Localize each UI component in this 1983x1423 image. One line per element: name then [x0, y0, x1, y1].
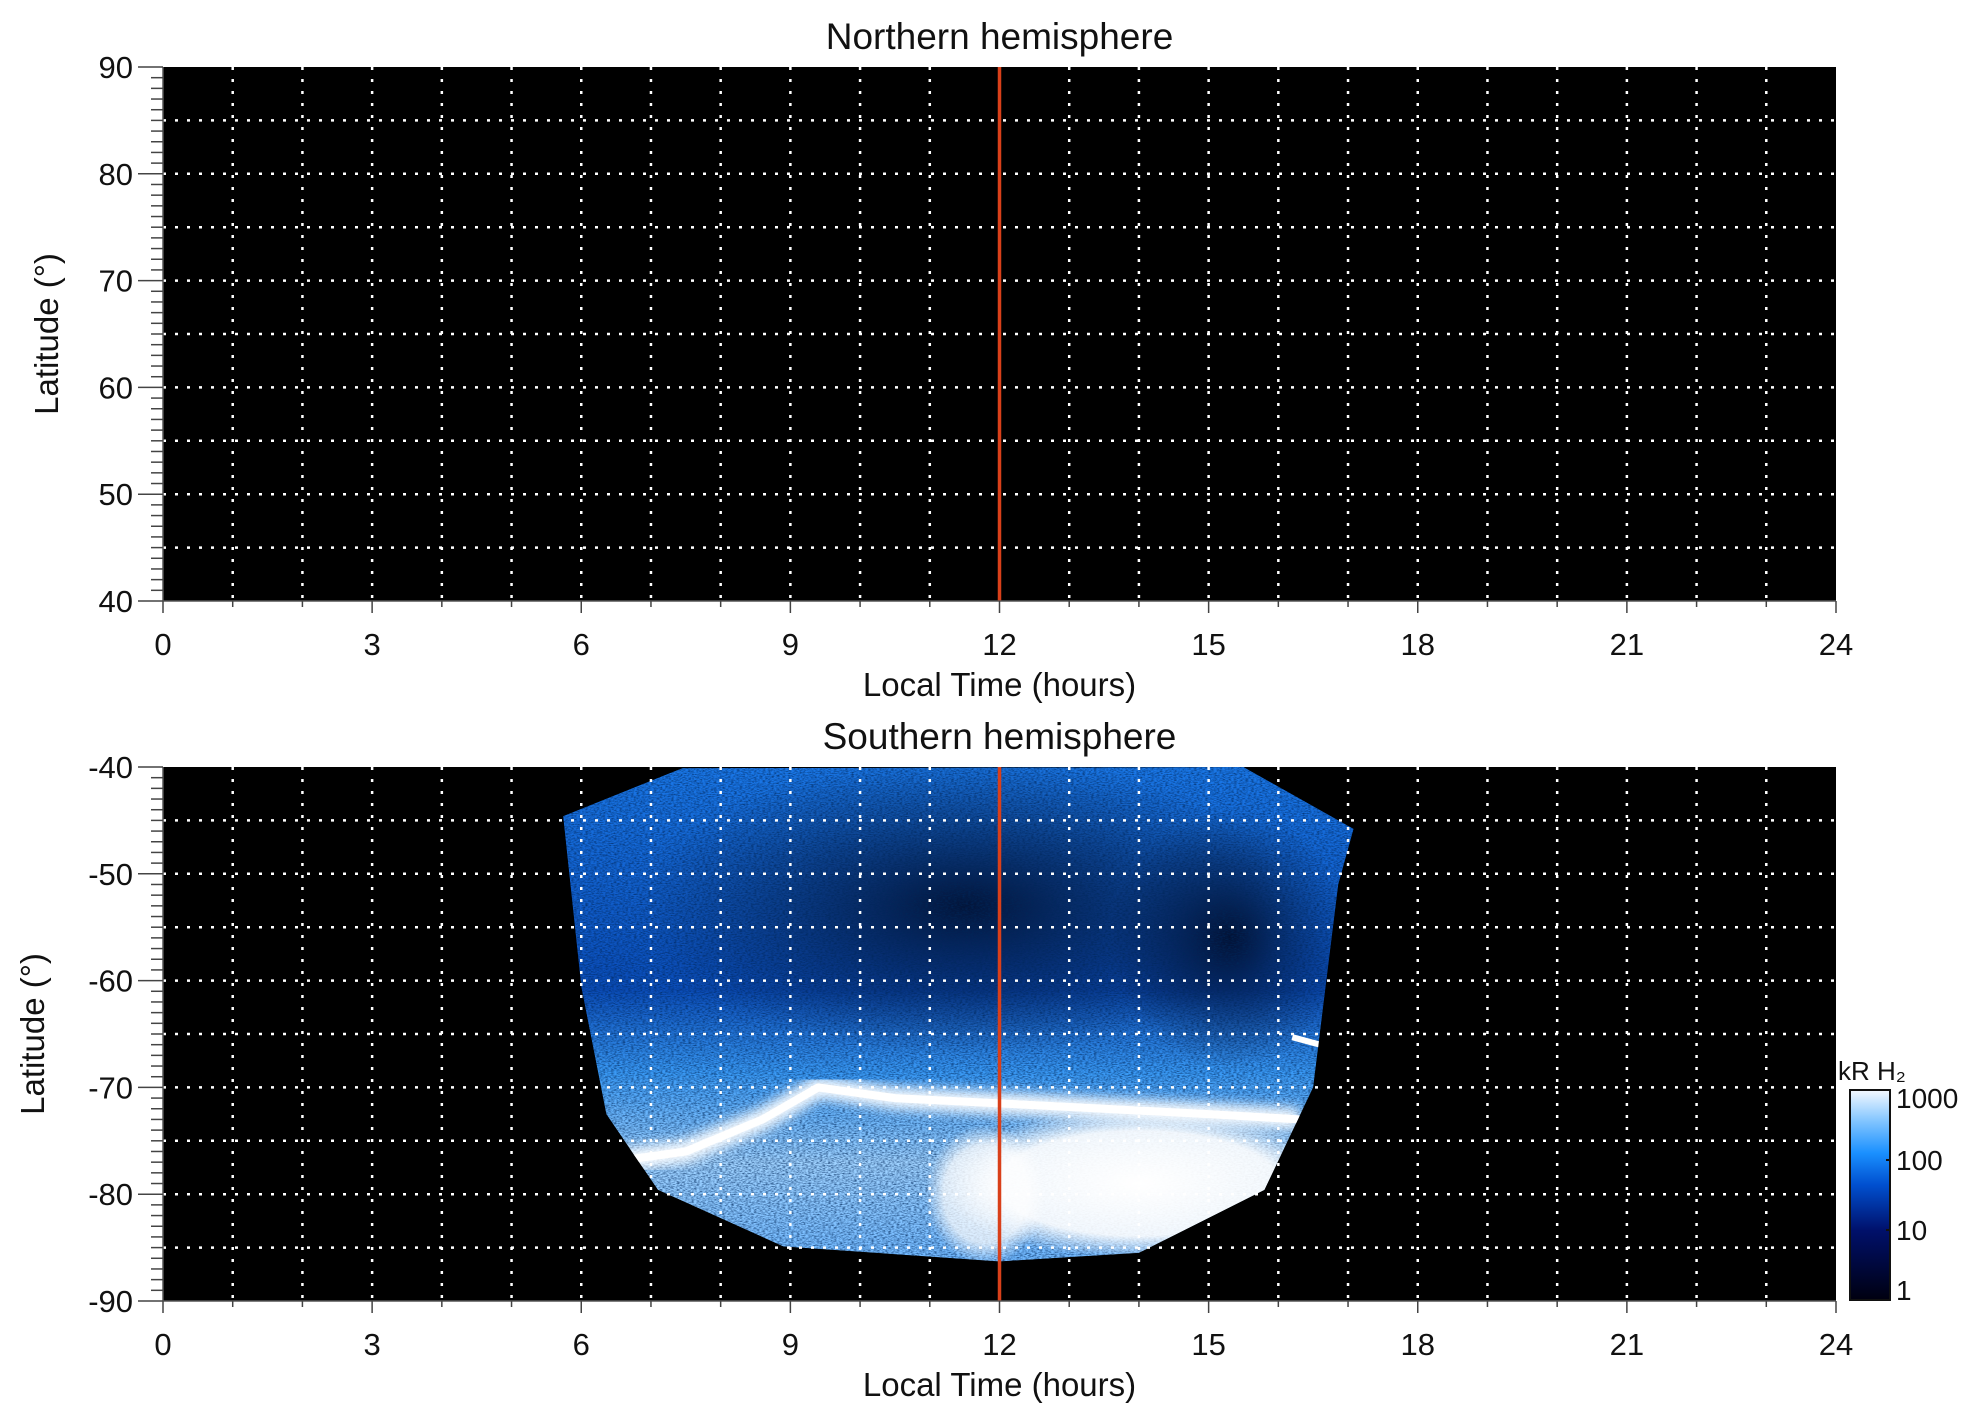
- x-tick-label: 24: [1819, 627, 1853, 662]
- panel-title: Southern hemisphere: [823, 716, 1177, 757]
- x-tick-label: 9: [782, 627, 799, 662]
- x-tick-label: 21: [1610, 1327, 1644, 1362]
- x-tick-label: 12: [982, 1327, 1016, 1362]
- y-tick-label: -90: [88, 1284, 133, 1319]
- x-tick-label: 6: [573, 627, 590, 662]
- x-tick-label: 15: [1191, 1327, 1225, 1362]
- x-tick-label: 21: [1610, 627, 1644, 662]
- colorbar-gradient: [1849, 1089, 1891, 1301]
- southern-panel: -90 -80 -70 -60 -50 -40 0 3 6 9 12 15 18 21 24 Southern…: [14, 716, 1958, 1403]
- x-tick-label: 24: [1819, 1327, 1853, 1362]
- y-tick-label: 60: [99, 370, 133, 405]
- x-tick-label: 0: [154, 627, 171, 662]
- main-auroral-oval-core: [608, 1083, 1300, 1167]
- x-tick-label: 3: [364, 1327, 381, 1362]
- y-tick-label: -40: [88, 750, 133, 785]
- colorbar-tick-label: 100: [1896, 1145, 1943, 1176]
- colorbar-tick-label: 10: [1896, 1215, 1927, 1246]
- colorbar-tick-label: 1: [1896, 1275, 1912, 1306]
- x-tick-label: 18: [1401, 627, 1435, 662]
- x-axis-title: Local Time (hours): [863, 666, 1136, 703]
- x-tick-label: 18: [1401, 1327, 1435, 1362]
- y-tick-label: 40: [99, 584, 133, 619]
- y-tick-label: -60: [88, 964, 133, 999]
- x-tick-label: 9: [782, 1327, 799, 1362]
- x-tick-label: 6: [573, 1327, 590, 1362]
- y-axis-title: Latitude (°): [14, 953, 51, 1115]
- y-tick-label: 70: [99, 264, 133, 299]
- colorbar-tick-label: 1000: [1896, 1083, 1958, 1114]
- y-tick-label: 50: [99, 477, 133, 512]
- x-tick-label: 0: [154, 1327, 171, 1362]
- y-tick-label: 80: [99, 157, 133, 192]
- x-tick-label: 12: [982, 627, 1016, 662]
- bright-emission-region: [925, 1124, 1046, 1262]
- x-tick-label: 3: [364, 627, 381, 662]
- dusk-bright-spot: [1291, 1034, 1321, 1048]
- y-tick-label: 90: [99, 50, 133, 85]
- panel-title: Northern hemisphere: [826, 16, 1174, 57]
- y-axis-title: Latitude (°): [28, 253, 65, 415]
- x-axis-title: Local Time (hours): [863, 1366, 1136, 1403]
- northern-panel: 40 50 60 70 80 90 0 3 6 9 12 15 18 21 24 Northern hemis…: [28, 16, 1853, 703]
- auroral-emission: [563, 767, 1354, 1262]
- x-tick-label: 15: [1191, 627, 1225, 662]
- y-tick-label: -50: [88, 857, 133, 892]
- colorbar-label: kR H₂: [1838, 1056, 1906, 1086]
- y-tick-label: -70: [88, 1070, 133, 1105]
- y-tick-label: -80: [88, 1177, 133, 1212]
